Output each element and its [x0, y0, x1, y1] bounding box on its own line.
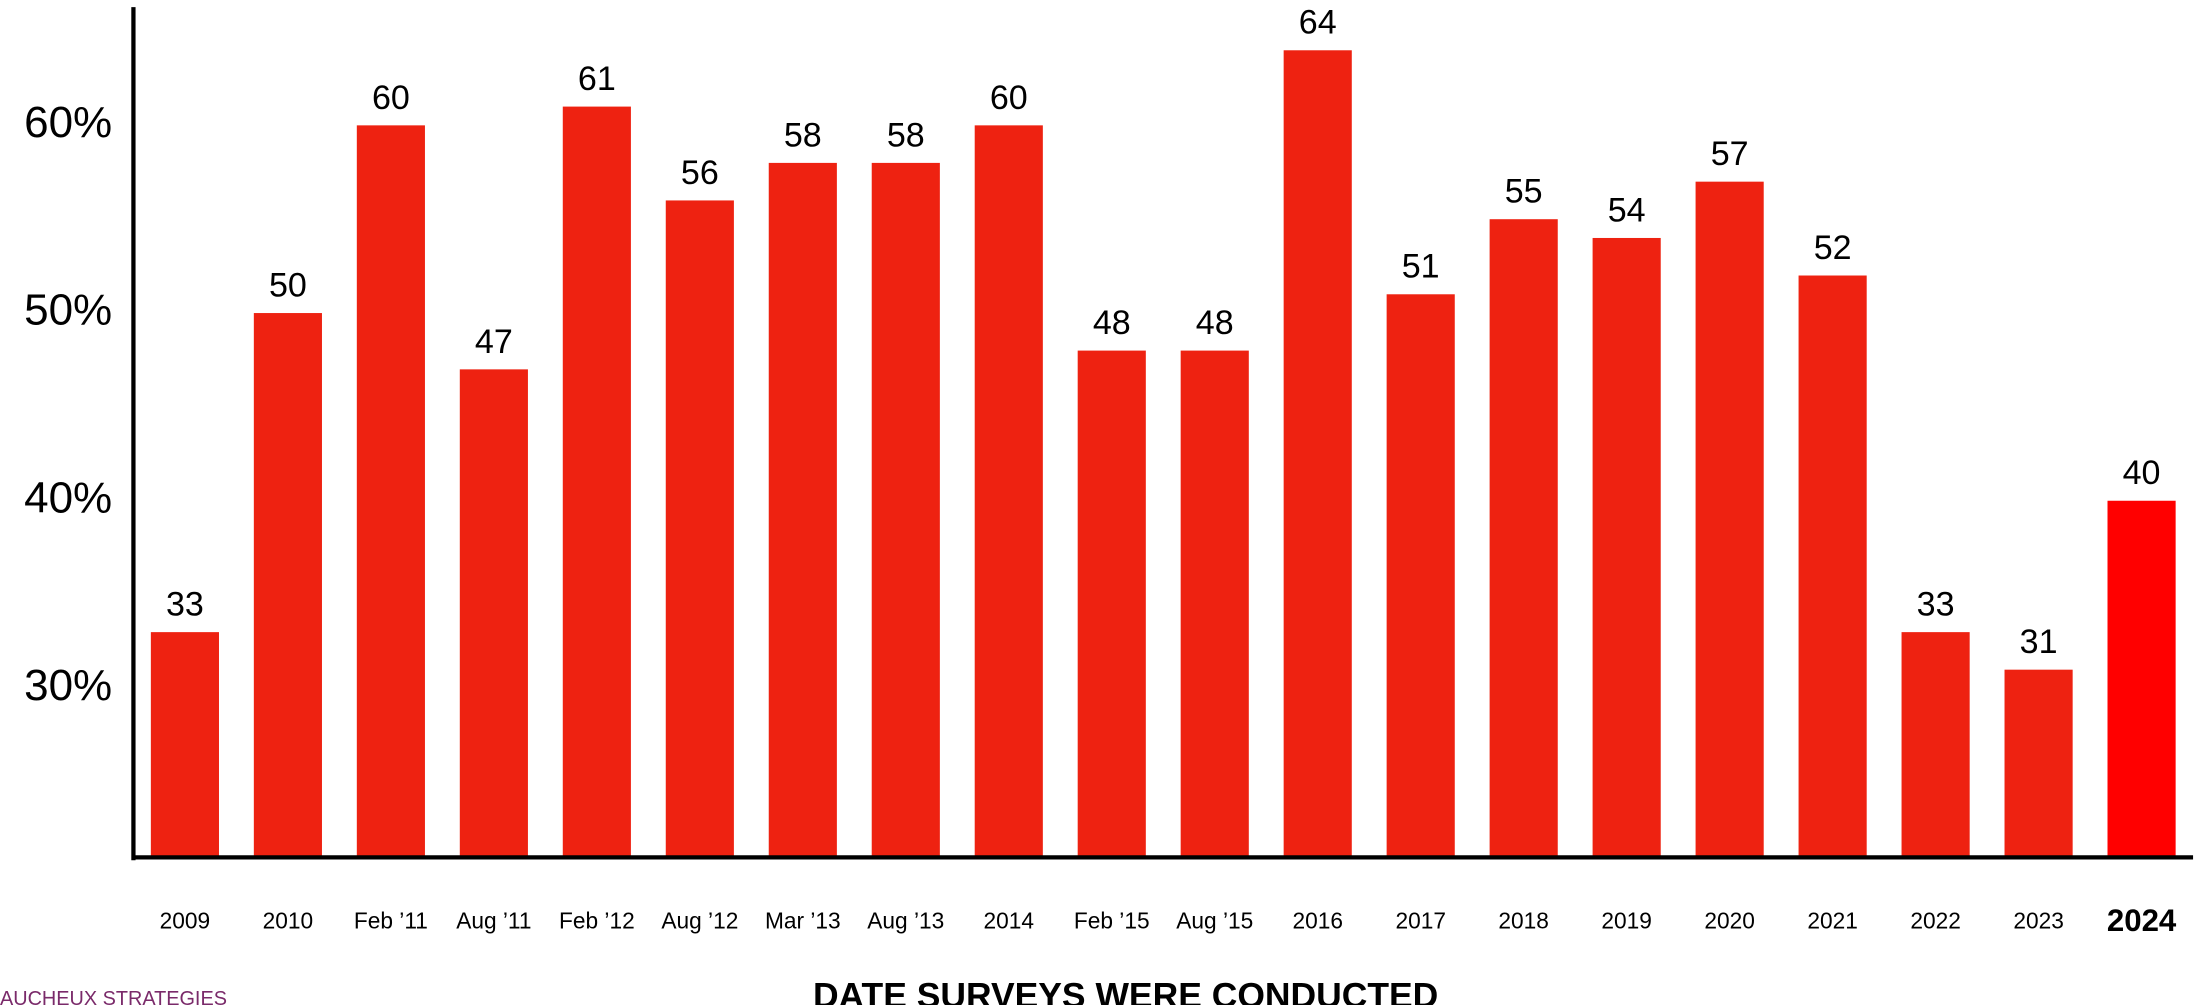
- x-tick-label: Feb ’12: [559, 908, 635, 934]
- y-tick-label: 40%: [24, 473, 112, 522]
- x-tick-label: 2020: [1704, 908, 1755, 934]
- x-tick-label: Aug ’12: [661, 908, 738, 934]
- y-tick-label: 50%: [24, 286, 112, 335]
- value-label: 33: [166, 586, 204, 624]
- value-label: 31: [2020, 623, 2058, 661]
- value-label: 51: [1402, 248, 1440, 286]
- bar: [253, 313, 322, 858]
- bar: [150, 632, 219, 858]
- x-tick-label: Aug ’13: [867, 908, 944, 934]
- x-tick-label: 2017: [1395, 908, 1446, 934]
- x-tick-label: Mar ’13: [765, 908, 841, 934]
- value-label: 64: [1299, 4, 1337, 42]
- value-label: 48: [1093, 304, 1131, 342]
- bar: [1283, 50, 1352, 858]
- x-tick-label: 2022: [1910, 908, 1961, 934]
- bar: [1489, 219, 1558, 858]
- bar: [1901, 632, 1970, 858]
- x-tick-label: Feb ’11: [354, 908, 428, 934]
- bar: [1077, 350, 1146, 858]
- x-tick-label: 2010: [263, 908, 314, 934]
- bar: [665, 200, 734, 858]
- source: AUCHEUX STRATEGIES: [0, 988, 227, 1005]
- value-label: 60: [990, 79, 1028, 117]
- value-label: 48: [1196, 304, 1234, 342]
- x-tick-label: 2019: [1601, 908, 1652, 934]
- bar: [974, 125, 1043, 858]
- value-label: 57: [1711, 135, 1749, 173]
- bar: [2004, 669, 2073, 858]
- x-tick-label: 2023: [2013, 908, 2064, 934]
- x-axis-title: DATE SURVEYS WERE CONDUCTED: [813, 975, 1438, 1005]
- x-tick-label: Aug ’15: [1176, 908, 1253, 934]
- value-label: 50: [269, 267, 307, 305]
- bar: [459, 369, 528, 858]
- value-label: 55: [1505, 173, 1543, 211]
- x-tick-label: 2009: [160, 908, 211, 934]
- bar: [768, 162, 837, 858]
- y-tick-label: 30%: [24, 661, 112, 710]
- value-label: 58: [784, 116, 822, 154]
- bar: [871, 162, 940, 858]
- bar: [356, 125, 425, 858]
- bar: [1695, 181, 1764, 858]
- value-label: 60: [372, 79, 410, 117]
- x-tick-label: 2018: [1498, 908, 1549, 934]
- x-tick-label: 2016: [1292, 908, 1343, 934]
- bar: [2107, 500, 2176, 858]
- x-tick-label: 2024: [2107, 903, 2177, 938]
- bar: [1798, 275, 1867, 858]
- x-tick-label: Feb ’15: [1074, 908, 1150, 934]
- y-tick-label: 60%: [24, 98, 112, 147]
- bar: [1592, 237, 1661, 858]
- value-label: 40: [2123, 454, 2161, 492]
- value-label: 54: [1608, 191, 1646, 229]
- x-tick-label: Aug ’11: [456, 908, 531, 934]
- x-tick-label: 2021: [1807, 908, 1858, 934]
- bar: [1180, 350, 1249, 858]
- bar: [562, 106, 631, 858]
- value-label: 52: [1814, 229, 1852, 267]
- value-label: 61: [578, 60, 616, 98]
- value-label: 58: [887, 116, 925, 154]
- value-label: 33: [1917, 586, 1955, 624]
- x-tick-label: 2014: [984, 908, 1035, 934]
- value-label: 56: [681, 154, 719, 192]
- value-label: 47: [475, 323, 513, 361]
- bar: [1386, 294, 1455, 858]
